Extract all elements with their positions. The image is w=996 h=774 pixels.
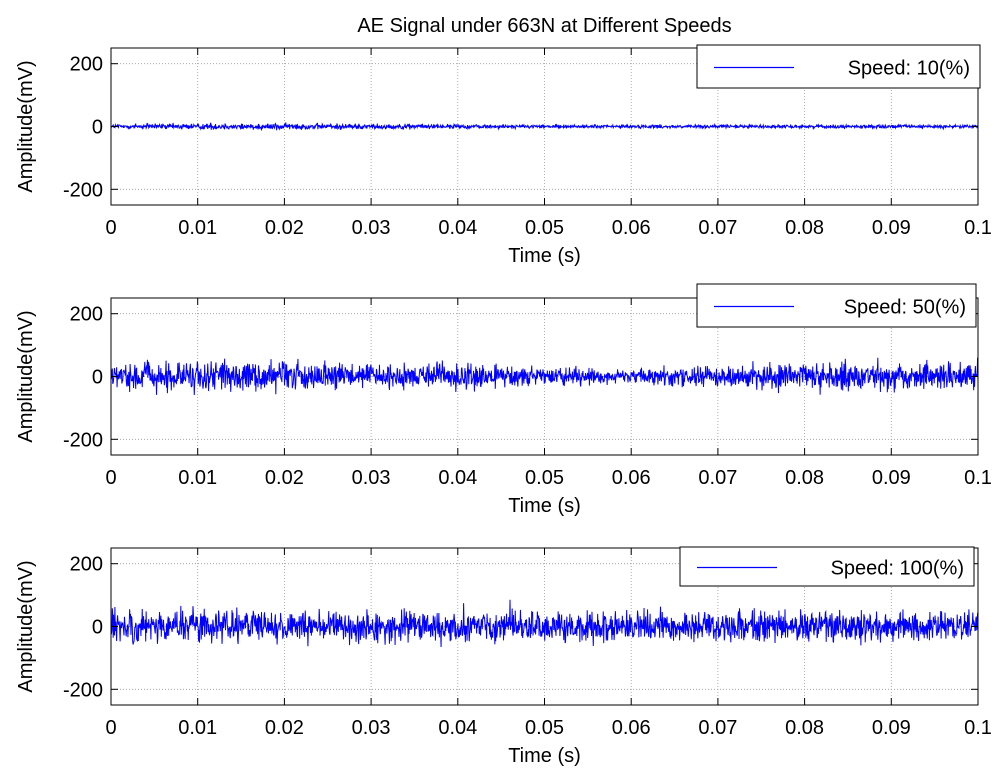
x-tick-label: 0.01 (178, 467, 217, 489)
y-axis-label: Amplitude(mV) (15, 60, 37, 192)
x-tick-label: 0.1 (964, 467, 992, 489)
x-tick-label: 0.09 (872, 467, 911, 489)
x-tick-label: 0.02 (265, 467, 304, 489)
x-tick-label: 0.08 (785, 717, 824, 739)
y-axis-label: Amplitude(mV) (15, 560, 37, 692)
y-tick-label: 200 (70, 554, 103, 576)
series-line (110, 122, 979, 131)
legend-label: Speed: 50(%) (844, 297, 966, 319)
x-tick-label: 0.09 (872, 217, 911, 239)
x-tick-label: 0 (105, 717, 116, 739)
y-tick-label: 0 (92, 367, 103, 389)
legend-box (679, 546, 975, 587)
x-tick-label: 0.05 (525, 217, 564, 239)
x-tick-label: 0.01 (178, 717, 217, 739)
x-tick-label: 0.04 (438, 467, 477, 489)
x-tick-label: 0.04 (438, 717, 477, 739)
x-tick-label: 0.07 (698, 467, 737, 489)
x-tick-label: 0.03 (352, 467, 391, 489)
legend: Speed: 10(%) (696, 44, 981, 89)
x-tick-label: 0.06 (612, 467, 651, 489)
x-axis-label: Time (s) (508, 245, 581, 267)
legend-label: Speed: 10(%) (848, 58, 970, 80)
x-tick-label: 0.08 (785, 217, 824, 239)
y-tick-label: 200 (70, 54, 103, 76)
legend: Speed: 50(%) (696, 283, 977, 328)
x-tick-label: 0.02 (265, 717, 304, 739)
y-tick-label: -200 (63, 429, 103, 451)
subplot-1: 0 0.01 0.02 0.03 0.04 0.05 0.06 0.07 0.08 0.09 0.1… (15, 15, 992, 267)
y-tick-label: 0 (92, 117, 103, 139)
x-tick-label: 0.06 (612, 217, 651, 239)
legend-box (696, 44, 981, 89)
x-tick-label: 0 (105, 467, 116, 489)
x-tick-label: 0 (105, 217, 116, 239)
x-tick-label: 0.07 (698, 217, 737, 239)
x-tick-label: 0.02 (265, 217, 304, 239)
x-tick-label: 0.09 (872, 717, 911, 739)
y-tick-label: 0 (92, 617, 103, 639)
x-tick-label: 0.01 (178, 217, 217, 239)
x-tick-label: 0.04 (438, 217, 477, 239)
y-axis-label: Amplitude(mV) (15, 310, 37, 442)
x-tick-label: 0.08 (785, 467, 824, 489)
x-tick-label: 0.1 (964, 717, 992, 739)
x-tick-label: 0.07 (698, 717, 737, 739)
x-tick-label: 0.1 (964, 217, 992, 239)
x-tick-label: 0.05 (525, 717, 564, 739)
legend-box (696, 283, 977, 328)
x-tick-label: 0.06 (612, 717, 651, 739)
x-axis-label: Time (s) (508, 745, 581, 767)
subplot-3: 0 0.01 0.02 0.03 0.04 0.05 0.06 0.07 0.08 0.09 0.1… (15, 546, 992, 767)
x-axis-label: Time (s) (508, 495, 581, 517)
chart-title: AE Signal under 663N at Different Speeds (357, 15, 731, 37)
x-tick-label: 0.03 (352, 717, 391, 739)
legend-label: Speed: 100(%) (831, 558, 964, 580)
y-tick-label: -200 (63, 679, 103, 701)
y-tick-label: -200 (63, 179, 103, 201)
series-line (110, 357, 979, 395)
subplot-2: 0 0.01 0.02 0.03 0.04 0.05 0.06 0.07 0.08 0.09 0.1… (15, 283, 992, 517)
y-tick-label: 200 (70, 304, 103, 326)
legend: Speed: 100(%) (679, 546, 975, 587)
series-line (110, 599, 979, 647)
x-tick-label: 0.03 (352, 217, 391, 239)
x-tick-label: 0.05 (525, 467, 564, 489)
